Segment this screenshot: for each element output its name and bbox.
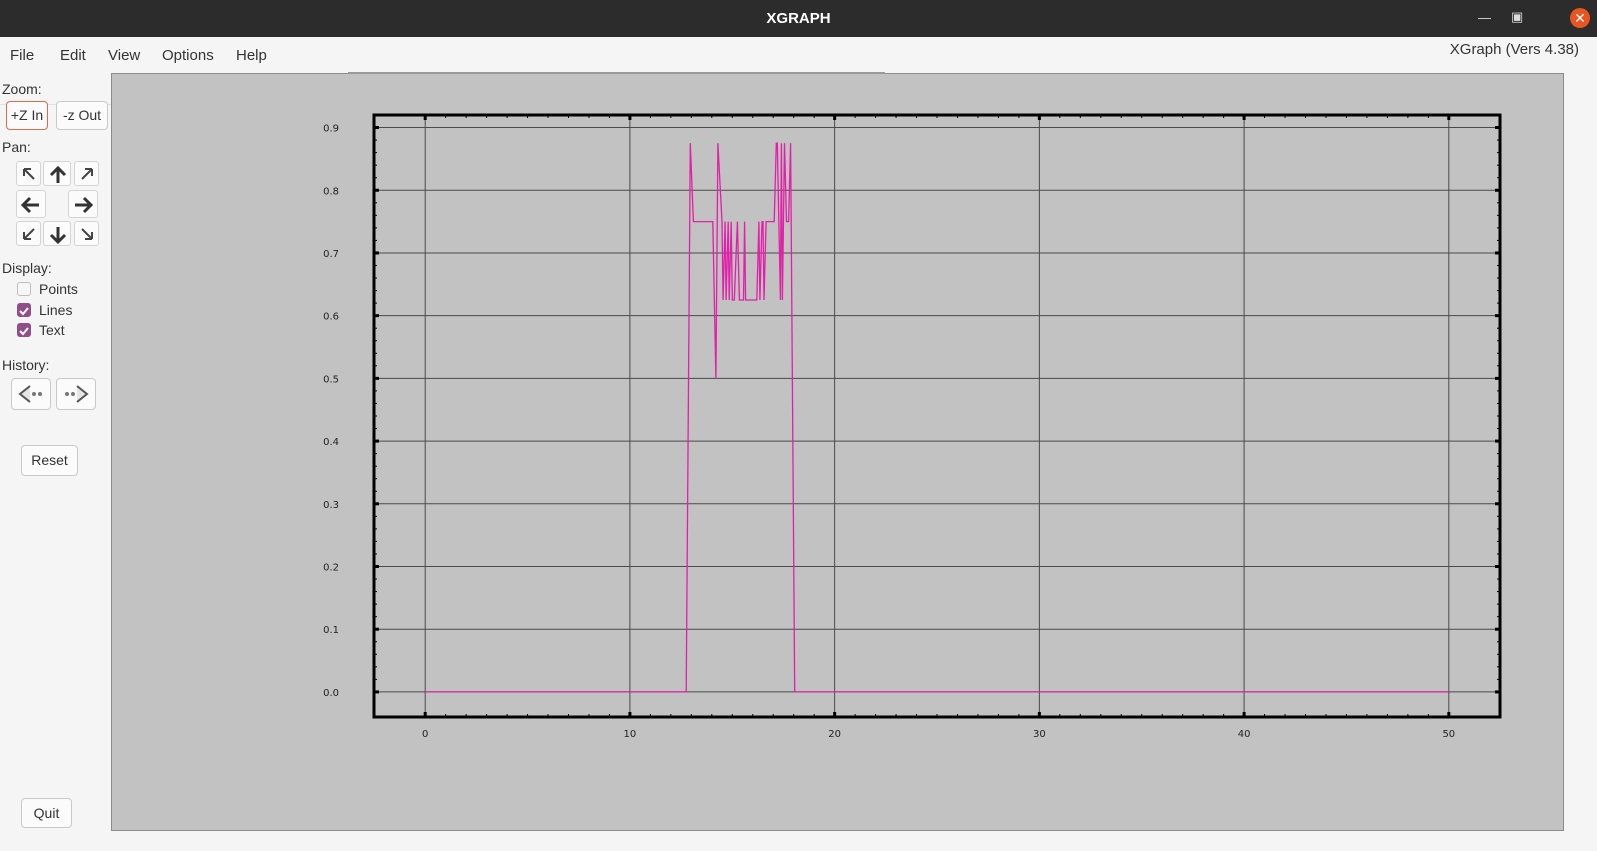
history-back-button[interactable] <box>11 378 51 410</box>
y-tick-label: 0.5 <box>323 374 339 385</box>
pan-up-button[interactable] <box>43 161 71 186</box>
zoom-in-button[interactable]: +Z In <box>6 101 48 130</box>
menu-options[interactable]: Options <box>162 47 214 64</box>
menu-bar: File Edit View Options Help <box>0 37 1597 105</box>
display-label: Display: <box>2 260 52 276</box>
plot-frame <box>372 113 1502 719</box>
arrow-down-right-icon <box>81 228 93 240</box>
history-forward-icon <box>65 385 89 403</box>
lines-label: Lines <box>39 302 73 318</box>
menu-view[interactable]: View <box>108 47 141 64</box>
pan-down-left-button[interactable] <box>16 221 41 246</box>
points-label: Points <box>39 281 78 297</box>
arrow-up-right-icon <box>81 168 93 180</box>
pan-label: Pan: <box>2 139 31 155</box>
arrow-down-icon <box>49 227 67 244</box>
y-tick-label: 0.1 <box>323 625 339 636</box>
arrow-right-icon <box>75 196 93 214</box>
y-tick-label: 0.2 <box>323 563 339 574</box>
y-tick-label: 0.0 <box>323 688 339 699</box>
pan-up-left-button[interactable] <box>16 161 41 186</box>
title-bar: XGRAPH — ▣ ✕ <box>0 0 1597 37</box>
y-tick-label: 0.3 <box>323 500 339 511</box>
window-title: XGRAPH <box>766 10 831 27</box>
x-tick-label: 30 <box>1033 729 1046 740</box>
close-icon[interactable]: ✕ <box>1570 8 1590 28</box>
x-tick-label: 50 <box>1442 729 1455 740</box>
pan-up-right-button[interactable] <box>74 161 99 186</box>
arrow-left-icon <box>21 196 39 214</box>
menu-help[interactable]: Help <box>236 47 267 64</box>
y-tick-label: 0.7 <box>323 249 339 260</box>
text-checkbox[interactable] <box>17 323 31 337</box>
arrow-up-left-icon <box>23 168 35 180</box>
pan-down-right-button[interactable] <box>74 221 99 246</box>
pan-down-button[interactable] <box>43 221 71 246</box>
check-icon <box>19 307 29 316</box>
x-tick-label: 0 <box>422 729 428 740</box>
x-tick-label: 10 <box>624 729 637 740</box>
x-tick-label: 40 <box>1238 729 1251 740</box>
zoom-out-button[interactable]: -z Out <box>56 101 108 130</box>
check-icon <box>19 327 29 336</box>
arrow-up-icon <box>49 166 67 183</box>
y-tick-label: 0.9 <box>323 124 339 135</box>
history-forward-button[interactable] <box>56 378 96 410</box>
history-back-icon <box>18 385 42 403</box>
history-label: History: <box>2 357 50 373</box>
arrow-down-left-icon <box>23 228 35 240</box>
quit-button[interactable]: Quit <box>21 798 72 828</box>
plot-title-strip <box>348 72 885 74</box>
maximize-icon[interactable]: ▣ <box>1511 9 1524 24</box>
x-tick-label: 20 <box>828 729 841 740</box>
version-label: XGraph (Vers 4.38) <box>1449 41 1579 58</box>
menu-edit[interactable]: Edit <box>60 47 86 64</box>
plot-area[interactable] <box>111 73 1564 831</box>
zoom-label: Zoom: <box>2 81 42 97</box>
reset-button[interactable]: Reset <box>21 445 78 476</box>
pan-right-button[interactable] <box>68 190 98 218</box>
menu-file[interactable]: File <box>10 47 35 64</box>
y-tick-label: 0.8 <box>323 186 339 197</box>
y-tick-label: 0.4 <box>323 437 339 448</box>
points-checkbox[interactable] <box>17 282 31 296</box>
lines-checkbox[interactable] <box>17 303 31 317</box>
text-label: Text <box>39 322 65 338</box>
minimize-icon[interactable]: — <box>1478 10 1491 25</box>
pan-left-button[interactable] <box>16 190 46 218</box>
y-tick-label: 0.6 <box>323 312 339 323</box>
series-line-0 <box>425 142 1449 693</box>
